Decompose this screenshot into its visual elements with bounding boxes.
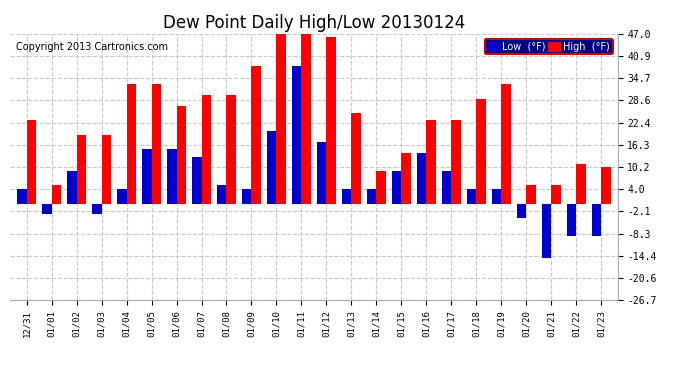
Bar — [551, 186, 561, 204]
Bar — [277, 34, 286, 204]
Bar — [417, 153, 426, 204]
Bar — [367, 189, 377, 204]
Bar — [426, 120, 436, 204]
Bar — [267, 131, 277, 204]
Bar — [351, 113, 361, 204]
Bar — [226, 95, 236, 204]
Bar — [126, 84, 136, 204]
Bar — [326, 38, 336, 204]
Bar — [101, 135, 111, 204]
Bar — [27, 120, 36, 204]
Bar — [317, 142, 326, 204]
Bar — [342, 189, 351, 204]
Bar — [92, 204, 101, 214]
Bar — [517, 204, 526, 218]
Title: Dew Point Daily High/Low 20130124: Dew Point Daily High/Low 20130124 — [163, 14, 465, 32]
Bar — [526, 186, 536, 204]
Bar — [377, 171, 386, 204]
Legend: Low  (°F), High  (°F): Low (°F), High (°F) — [484, 39, 613, 54]
Bar — [542, 204, 551, 258]
Bar — [442, 171, 451, 204]
Bar — [492, 189, 502, 204]
Bar — [292, 66, 302, 204]
Bar — [402, 153, 411, 204]
Bar — [451, 120, 461, 204]
Bar — [392, 171, 402, 204]
Bar — [601, 167, 611, 204]
Bar — [152, 84, 161, 204]
Bar — [42, 204, 52, 214]
Bar — [177, 106, 186, 204]
Bar — [476, 99, 486, 204]
Bar — [467, 189, 476, 204]
Bar — [217, 186, 226, 204]
Bar — [592, 204, 601, 236]
Bar — [167, 149, 177, 204]
Bar — [566, 204, 576, 236]
Bar — [242, 189, 251, 204]
Bar — [52, 186, 61, 204]
Text: Copyright 2013 Cartronics.com: Copyright 2013 Cartronics.com — [17, 42, 168, 52]
Bar — [117, 189, 126, 204]
Bar — [251, 66, 261, 204]
Bar — [77, 135, 86, 204]
Bar — [17, 189, 27, 204]
Bar — [302, 30, 311, 204]
Bar — [201, 95, 211, 204]
Bar — [576, 164, 586, 204]
Bar — [67, 171, 77, 204]
Bar — [142, 149, 152, 204]
Bar — [502, 84, 511, 204]
Bar — [192, 157, 201, 204]
